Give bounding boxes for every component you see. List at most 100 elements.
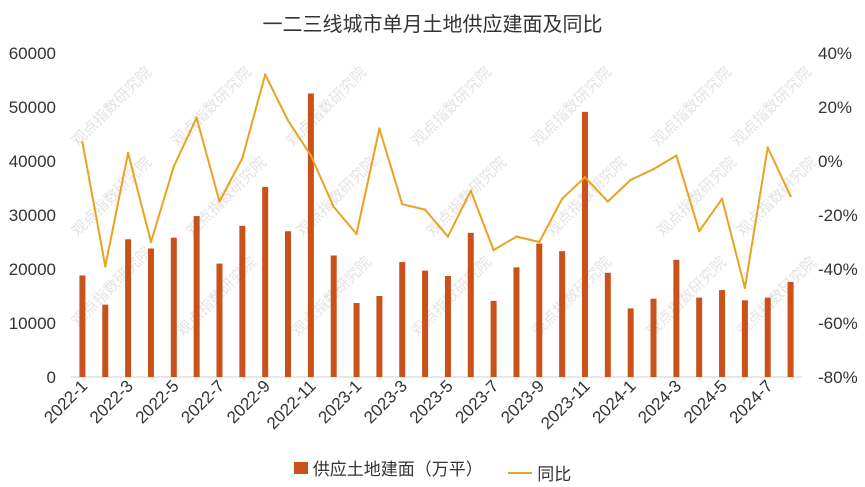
x-tick-label: 2023-3 (360, 376, 411, 427)
legend-label-supply: 供应土地建面（万平） (312, 460, 483, 480)
bar (79, 275, 86, 377)
watermark: 观点指数研究院 (173, 253, 260, 340)
bar (170, 237, 177, 377)
bar (581, 111, 588, 378)
yoy-point (766, 146, 769, 149)
yoy-point (560, 197, 564, 200)
y-right-tick-label: -40% (818, 260, 858, 279)
x-tick-label: 2023-11 (537, 376, 594, 433)
bar (216, 263, 223, 377)
bar (627, 308, 634, 377)
yoy-point (446, 235, 450, 238)
legend-item-supply[interactable]: 供应土地建面（万平） (293, 455, 483, 480)
bar (262, 186, 269, 377)
bar (125, 239, 132, 377)
x-tick-label: 2024-1 (589, 376, 640, 427)
watermark: 观点指数研究院 (283, 63, 370, 150)
x-tick-label: 2024-7 (726, 376, 777, 427)
yoy-point (743, 286, 747, 290)
bar (193, 216, 200, 377)
y-right-tick-label: -60% (818, 314, 858, 333)
yoy-point (629, 178, 632, 182)
legend-item-yoy[interactable]: 同比 (508, 460, 571, 485)
bar (467, 232, 474, 377)
yoy-point (515, 235, 518, 238)
x-tick-label: 2022-7 (177, 376, 228, 427)
bar (696, 297, 703, 377)
y-left-tick-label: 10000 (9, 314, 56, 333)
yoy-point (104, 265, 107, 268)
bar (559, 251, 566, 377)
yoy-point (492, 248, 495, 252)
yoy-point (423, 208, 427, 211)
x-tick-label: 2022-11 (263, 376, 320, 433)
bar (444, 276, 451, 377)
y-left-tick-label: 0 (47, 368, 56, 387)
bar (376, 296, 383, 377)
watermark: 观点指数研究院 (68, 63, 155, 150)
yoy-point (263, 73, 267, 76)
watermark: 观点指数研究院 (168, 63, 255, 150)
y-left-tick-label: 40000 (9, 152, 56, 171)
y-left-tick-label: 60000 (9, 44, 56, 63)
y-left-tick-label: 30000 (9, 206, 56, 225)
yoy-point (469, 189, 472, 192)
x-tick-label: 2024-3 (634, 376, 685, 427)
x-tick-label: 2022-3 (86, 376, 137, 427)
watermark: 观点指数研究院 (648, 63, 735, 150)
bar (422, 270, 429, 377)
watermark: 观点指数研究院 (653, 153, 740, 240)
yoy-point (606, 200, 610, 203)
y-left-tick-label: 50000 (9, 98, 56, 117)
yoy-point (675, 154, 678, 157)
watermark: 观点指数研究院 (293, 153, 380, 240)
bar (285, 231, 292, 377)
yoy-point (378, 127, 381, 130)
bar (399, 261, 406, 377)
yoy-point (720, 197, 724, 200)
yoy-point (309, 154, 313, 157)
bar (650, 298, 657, 377)
bar (490, 300, 497, 377)
bar (764, 297, 771, 377)
bar (604, 272, 611, 377)
yoy-point (286, 119, 290, 122)
yoy-point (698, 230, 701, 233)
bar (787, 281, 794, 377)
yoy-point (149, 240, 153, 244)
x-tick-label: 2023-5 (406, 376, 457, 427)
bar (102, 304, 109, 377)
bar (536, 243, 543, 377)
yoy-point (538, 240, 541, 244)
yoy-point (652, 167, 655, 171)
watermark: 观点指数研究院 (528, 63, 615, 150)
yoy-point (789, 194, 792, 198)
bar (513, 267, 520, 377)
legend: 供应土地建面（万平） 同比 (0, 455, 865, 485)
yoy-point (81, 140, 84, 144)
watermark: 观点指数研究院 (408, 253, 495, 340)
x-tick-label: 2024-5 (680, 376, 731, 427)
watermark: 观点指数研究院 (728, 63, 815, 150)
yoy-point (195, 116, 198, 120)
bar (741, 300, 748, 377)
x-tick-label: 2023-7 (452, 376, 503, 427)
yoy-point (218, 200, 221, 203)
bar (239, 225, 246, 377)
bar (353, 303, 360, 377)
x-tick-label: 2023-1 (315, 376, 366, 427)
y-right-tick-label: -80% (818, 368, 858, 387)
y-right-tick-label: -20% (818, 206, 858, 225)
yoy-point (241, 157, 244, 160)
yoy-point (401, 203, 404, 206)
legend-line-swatch (508, 471, 533, 474)
bar (330, 255, 337, 377)
x-tick-label: 2022-5 (132, 376, 183, 427)
bar (307, 93, 314, 377)
y-right-tick-label: 0% (818, 152, 843, 171)
watermark: 观点指数研究院 (68, 153, 155, 240)
y-left-tick-label: 20000 (9, 260, 56, 279)
bar (147, 248, 154, 377)
watermark: 观点指数研究院 (408, 63, 495, 150)
